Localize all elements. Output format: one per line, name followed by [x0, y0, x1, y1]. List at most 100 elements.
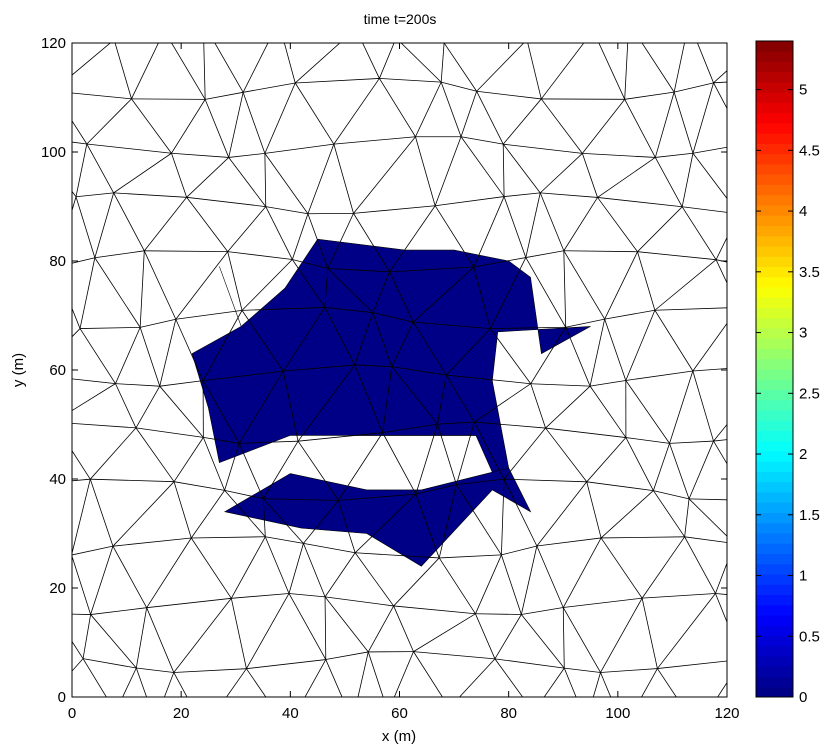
colorbar-step — [756, 492, 793, 503]
mesh-edge — [521, 607, 564, 615]
colorbar-step — [756, 574, 793, 585]
mesh-edge — [476, 91, 504, 145]
mesh-edge — [673, 92, 694, 154]
mesh-edge — [669, 440, 714, 444]
mesh-edge — [565, 327, 591, 387]
mesh-edge — [230, 598, 247, 669]
mesh-edge — [190, 490, 225, 539]
mesh-edge — [298, 432, 383, 442]
mesh-edge — [303, 543, 326, 598]
mesh-edge — [600, 537, 643, 599]
mesh-edge — [460, 91, 478, 137]
mesh-edge — [354, 364, 384, 433]
mesh-edge — [389, 271, 414, 323]
mesh-edge — [135, 385, 161, 429]
colorbar-step — [756, 194, 793, 206]
mesh-edge — [598, 43, 626, 100]
mesh-edge — [186, 196, 266, 208]
mesh-edge — [641, 598, 658, 669]
mesh-edge — [190, 537, 232, 599]
mesh-edge — [72, 640, 84, 659]
plot-area — [71, 22, 753, 721]
mesh-edge — [438, 484, 457, 559]
mesh-edge — [72, 479, 91, 556]
colorbar-step — [756, 328, 793, 339]
mesh-edge — [264, 536, 290, 594]
mesh-edge — [175, 319, 204, 381]
x-axis: 0 20 40 60 80 100 120 — [68, 43, 740, 722]
colorbar-step — [756, 287, 793, 298]
mesh-edge — [113, 152, 172, 194]
mesh-edge — [715, 561, 727, 594]
mesh-edge — [389, 205, 436, 273]
mesh-edge — [391, 321, 414, 367]
colorbar-step — [756, 338, 793, 349]
mesh-edge — [354, 493, 417, 554]
mesh-edge — [593, 23, 629, 31]
mesh-edge — [115, 383, 160, 387]
mesh-edge — [202, 310, 243, 381]
mesh-edge — [231, 593, 290, 599]
mesh-edge — [338, 493, 416, 501]
mesh-edge — [503, 196, 527, 258]
mesh-edge — [242, 307, 325, 311]
colorbar-step — [756, 410, 793, 421]
mesh-edge — [82, 658, 107, 697]
mesh-edge — [367, 651, 384, 697]
mesh-edge — [654, 259, 717, 311]
mesh-edge — [303, 500, 339, 544]
mesh-edge — [297, 364, 356, 442]
mesh-edge — [307, 213, 329, 269]
mesh-edge — [333, 144, 354, 214]
colorbar-step — [756, 307, 793, 319]
mesh-edge — [324, 307, 356, 366]
mesh-edge — [355, 552, 440, 559]
mesh-edge — [307, 144, 335, 214]
mesh-edge — [72, 555, 91, 615]
mesh-edge — [304, 659, 327, 697]
mesh-edge — [324, 552, 356, 598]
mesh-edge — [291, 213, 309, 260]
mesh-edge — [540, 43, 585, 100]
mesh-edge — [227, 251, 293, 260]
mesh-edge — [563, 667, 577, 697]
mesh-edge — [263, 440, 299, 499]
mesh-edge — [629, 22, 689, 23]
mesh-edge — [393, 605, 476, 615]
mesh-edge — [82, 658, 137, 669]
mesh-edge — [563, 250, 606, 320]
mesh-edge — [204, 99, 230, 158]
mesh-edge — [246, 593, 290, 669]
mesh-edge — [89, 479, 114, 547]
mesh-edge — [565, 318, 605, 328]
mesh-edge — [739, 144, 746, 214]
mesh-edge — [246, 668, 267, 697]
filled-cell — [224, 467, 532, 567]
mesh-edge — [72, 545, 114, 556]
mesh-edge — [90, 546, 114, 615]
mesh-edge — [242, 43, 269, 93]
colorbar-step — [756, 348, 793, 360]
mesh-edge — [545, 427, 588, 483]
mesh-edge — [203, 22, 278, 23]
mesh-edge — [563, 250, 567, 328]
filled-cells — [191, 238, 591, 567]
mesh-edge — [72, 92, 132, 100]
mesh-edge — [325, 651, 369, 660]
mesh-edge — [742, 597, 753, 659]
mesh-edge — [494, 658, 524, 697]
mesh-edge — [475, 613, 522, 615]
mesh-edge — [534, 712, 586, 721]
mesh-edge — [294, 82, 335, 145]
mesh-edge — [502, 98, 542, 145]
mesh-edge — [131, 98, 172, 154]
mesh-edge — [597, 157, 656, 198]
mesh-edge — [324, 596, 369, 653]
mesh-edge — [563, 597, 643, 608]
mesh-edge — [713, 70, 727, 84]
colorbar-step — [756, 399, 793, 411]
mesh-edge — [692, 368, 727, 372]
mesh-edge — [669, 370, 694, 444]
mesh-edge — [353, 136, 416, 214]
mesh-edge — [288, 593, 327, 660]
